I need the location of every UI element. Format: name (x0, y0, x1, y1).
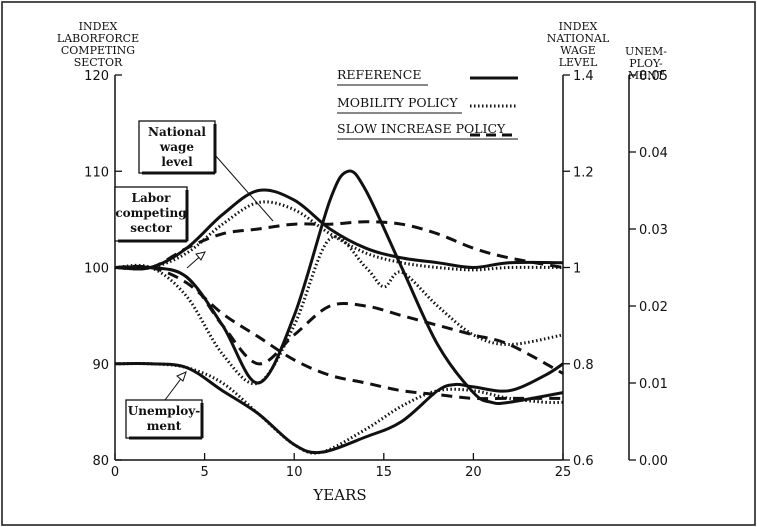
annotation-national-wage: National wage level (138, 120, 274, 222)
right2-axis-title-line: PLOY- (629, 57, 663, 70)
right2-tick-label: 0.00 (639, 454, 668, 469)
left-axis-title: INDEX LABORFORCE COMPETING SECTOR (57, 20, 139, 69)
right2-axis-title: UNEM- PLOY- MENT (625, 45, 667, 82)
legend-label-mobility: MOBILITY POLICY (337, 95, 458, 110)
annotation-unemployment: Unemploy- ment (125, 371, 204, 440)
annotation-arrowhead (176, 371, 187, 382)
right1-tick-label: 1.4 (573, 69, 594, 84)
left-tick-label: 110 (84, 165, 109, 180)
x-tick-label: 20 (465, 465, 482, 480)
annotation-text: wage (159, 140, 194, 154)
annotation-pointer (214, 154, 274, 222)
right2-tick-label: 0.03 (639, 223, 668, 238)
right2-tick-label: 0.05 (639, 69, 668, 84)
annotation-box (138, 120, 216, 174)
legend-label-slow: SLOW INCREASE POLICY (337, 121, 506, 136)
right1-tick-label: 1 (573, 262, 581, 277)
left-tick-label: 120 (84, 69, 109, 84)
annotation-text: ment (147, 419, 182, 433)
series-line-labor-competing-sector-dotted (114, 235, 564, 386)
right1-axis-title-line: NATIONAL (547, 32, 610, 45)
right1-axis-title-line: WAGE (560, 44, 596, 57)
right2-axis-title-line: MENT (628, 69, 665, 82)
left-axis-title-line: SECTOR (74, 56, 123, 69)
right1-axis-title-line: INDEX (559, 20, 598, 33)
right1-axis-title: INDEX NATIONAL WAGE LEVEL (547, 20, 610, 69)
legend: REFERENCE MOBILITY POLICY SLOW INCREASE … (337, 67, 518, 140)
series-line-unemployment-dashed (114, 264, 563, 401)
left-tick-label: 90 (92, 358, 109, 373)
right1-axis-title-line: LEVEL (559, 56, 598, 69)
x-tick-label: 25 (555, 465, 572, 480)
right2-tick-label: 0.04 (639, 146, 668, 161)
x-tick-label: 15 (376, 465, 393, 480)
series-layer (114, 169, 564, 455)
series-line-unemployment-solid (114, 361, 564, 455)
right1-tick-label: 0.8 (573, 358, 594, 373)
annotation-text: National (148, 125, 206, 139)
annotation-text: Labor (132, 191, 172, 205)
x-tick-label: 5 (200, 465, 208, 480)
right2-tick-label: 0.02 (639, 300, 668, 315)
series-line-unemployment-dotted (114, 361, 564, 455)
x-axis-title: YEARS (312, 486, 366, 504)
right2-axis-title-line: UNEM- (625, 45, 667, 58)
x-tick-label: 0 (111, 465, 119, 480)
legend-label-reference: REFERENCE (337, 67, 422, 82)
ticks-layer: 0 5 10 15 20 25 80 90 100 110 120 0.6 0.8 1 1.2 1.4 0.00… (84, 69, 668, 480)
annotation-text: Unemploy- (128, 404, 200, 418)
series-line-national-wage-level-dotted (114, 200, 564, 272)
left-axis-title-line: COMPETING (61, 44, 135, 57)
annotation-text: sector (130, 221, 172, 235)
right1-tick-label: 0.6 (573, 454, 594, 469)
right1-tick-label: 1.2 (573, 165, 594, 180)
series-line-labor-competing-sector-dashed (114, 265, 564, 375)
left-tick-label: 100 (84, 262, 109, 277)
right2-tick-label: 0.01 (639, 377, 668, 392)
annotation-arrowhead (195, 251, 206, 261)
annotation-labor-sector: Labor competing sector (114, 186, 206, 269)
left-axis-title-line: INDEX (79, 20, 118, 33)
annotation-text: level (161, 155, 193, 169)
series-line-national-wage-level-dashed (114, 220, 564, 271)
left-axis-title-line: LABORFORCE (57, 32, 139, 45)
x-tick-label: 10 (286, 465, 303, 480)
left-tick-label: 80 (92, 454, 109, 469)
annotation-text: competing (115, 206, 187, 220)
